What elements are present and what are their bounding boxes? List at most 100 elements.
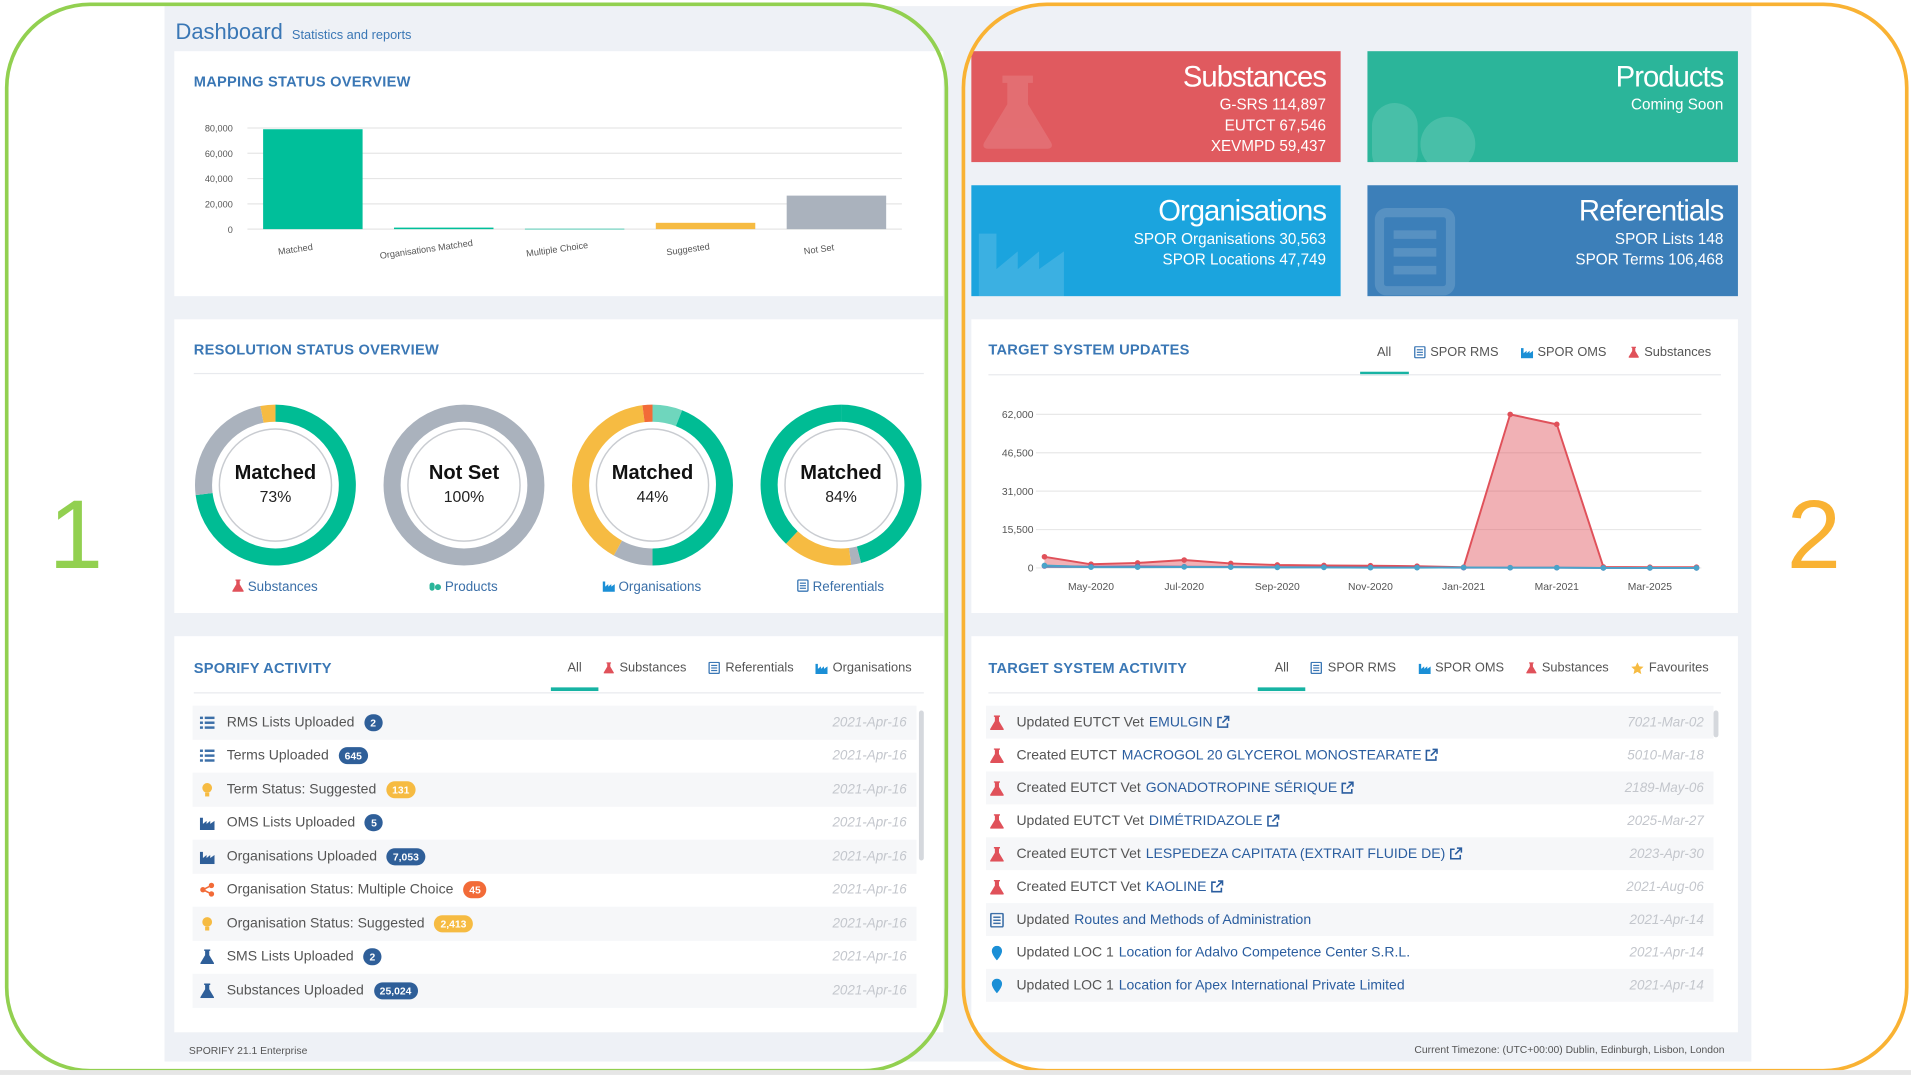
point [1647, 565, 1653, 571]
tab[interactable]: Organisations [816, 661, 912, 678]
row-label: Organisations Uploaded [226, 849, 378, 864]
row-label: SMS Lists Uploaded [226, 949, 354, 965]
point [1274, 564, 1281, 571]
tab[interactable]: SPOR OMS [1520, 345, 1606, 362]
activity-row[interactable]: RMS Lists Uploaded 2 2021-Apr-16 [192, 705, 917, 740]
tile-title: Products [1615, 60, 1725, 94]
x-tick-label: Not Set [803, 242, 835, 256]
tab[interactable]: All [550, 661, 598, 692]
organisations-tile[interactable]: Organisations SPOR Organisations 30,563 … [971, 185, 1341, 297]
donut-segment [652, 404, 683, 427]
row-link[interactable]: KAOLINE [1145, 879, 1207, 894]
tab-label: All [1376, 344, 1392, 360]
panel-title: TARGET SYSTEM ACTIVITY [988, 659, 1188, 677]
activity-row[interactable]: Created EUTCT Vet LESPEDEZA CAPITATA (EXT… [985, 837, 1714, 871]
scrollbar[interactable] [918, 710, 924, 861]
substances-tile[interactable]: Substances G-SRS 114,897 EUTCT 67,546 XE… [971, 51, 1341, 163]
activity-row[interactable]: Updated Routes and Methods of Administrat… [985, 903, 1714, 936]
row-link[interactable]: LESPEDEZA CAPITATA (EXTRAIT FLUIDE DE) [1145, 846, 1446, 862]
point [1553, 421, 1560, 428]
mapping-panel: MAPPING STATUS OVERVIEW [174, 51, 944, 297]
donut-value-label: 44% [637, 489, 669, 506]
activity-row[interactable]: Created EUTCT Vet KAOLINE 2021-Aug-06 [986, 870, 1714, 903]
donut-segment [652, 410, 733, 566]
activity-row[interactable]: SMS Lists Uploaded 2 2021-Apr-16 [193, 940, 917, 974]
tab[interactable]: Substances [1526, 661, 1609, 678]
activity-row[interactable]: Term Status: Suggested 131 2021-Apr-16 [192, 772, 917, 807]
activity-row[interactable]: Organisation Status: Multiple Choice 45 20… [193, 873, 917, 907]
activity-row[interactable]: Updated LOC 1 Location for Apex Internati… [985, 968, 1714, 1002]
row-link[interactable]: Location for Adalvo Competence Center S.… [1118, 945, 1411, 960]
referentials-tile[interactable]: Referentials SPOR Lists 148 SPOR Terms 1… [1367, 185, 1738, 297]
donut-segment [642, 404, 653, 423]
tab[interactable]: Substances [604, 661, 686, 678]
donut-caption: Products [429, 579, 498, 594]
row-link[interactable]: Routes and Methods of Administration [1074, 912, 1312, 927]
tile-title: Substances [1182, 60, 1327, 94]
tab-label: Favourites [1648, 660, 1709, 676]
activity-row[interactable]: OMS Lists Uploaded 5 2021-Apr-16 [193, 806, 917, 840]
row-link[interactable]: Location for Apex International Private … [1118, 978, 1405, 993]
row-date: 2023-Apr-30 [1629, 846, 1704, 862]
point [1088, 564, 1094, 570]
badge: 2 [363, 948, 382, 966]
tab[interactable]: Referentials [708, 661, 794, 678]
donut-segment [572, 405, 645, 556]
donut-center-label: Not Set [429, 462, 500, 484]
row-link[interactable]: GONADOTROPINE SÉRIQUE [1145, 780, 1338, 796]
divider [193, 372, 924, 375]
tab[interactable]: SPOR RMS [1413, 345, 1498, 362]
donut-value-label: 84% [825, 489, 857, 506]
badge: 45 [463, 881, 487, 899]
row-label: Terms Uploaded [226, 748, 329, 764]
tile-line: SPOR Locations 47,749 [1162, 251, 1326, 269]
x-tick-label: Mar-2025 [1628, 582, 1673, 593]
sporify-activity-panel: SPORIFY ACTIVITY All Substances Referent… [174, 636, 944, 1033]
badge: 2,413 [434, 914, 473, 933]
donut-caption-label: Referentials [813, 579, 885, 594]
activity-row[interactable]: Created EUTCT Vet GONADOTROPINE SÉRIQUE 21… [985, 771, 1714, 805]
row-label: Term Status: Suggested [226, 782, 377, 797]
row-date: 2021-Apr-14 [1629, 912, 1704, 927]
row-link[interactable]: DIMÉTRIDAZOLE [1148, 813, 1263, 829]
y-tick-label: 20,000 [205, 199, 233, 209]
activity-list: Updated EUTCT Vet EMULGIN 7021-Mar-02 Crea… [985, 705, 1714, 1018]
activity-row[interactable]: Updated EUTCT Vet EMULGIN 7021-Mar-02 [985, 705, 1714, 739]
activity-row[interactable]: Organisation Status: Suggested 2,413 2021-… [192, 906, 917, 941]
tab[interactable]: Substances [1628, 345, 1711, 362]
section-outline [4, 2, 949, 1073]
row-link[interactable]: MACROGOL 20 GLYCEROL MONOSTEARATE [1121, 747, 1422, 763]
point [1227, 564, 1234, 570]
tab[interactable]: Favourites [1631, 661, 1709, 678]
tab-label: Substances [1644, 344, 1712, 360]
tile-line: EUTCT 67,546 [1224, 117, 1326, 135]
y-tick-label: 0 [228, 225, 233, 235]
tab[interactable]: SPOR RMS [1311, 661, 1396, 678]
donut-center-label: Matched [800, 462, 882, 484]
tab[interactable]: All [1257, 661, 1306, 692]
row-date: 2021-Apr-16 [832, 949, 907, 965]
section-label: 1 [48, 480, 103, 589]
activity-row[interactable]: Created EUTCT MACROGOL 20 GLYCEROL MONOST… [986, 739, 1714, 772]
scrollbar[interactable] [1713, 710, 1719, 738]
activity-row[interactable]: Updated EUTCT Vet DIMÉTRIDAZOLE 2025-Mar-2… [986, 804, 1714, 837]
activity-row[interactable]: Organisations Uploaded 7,053 2021-Apr-16 [192, 839, 917, 874]
x-tick-label: Jan-2021 [1442, 582, 1485, 593]
tab[interactable]: All [1360, 344, 1408, 376]
row-link[interactable]: EMULGIN [1148, 714, 1213, 730]
y-tick-label: 15,500 [1002, 525, 1034, 536]
activity-row[interactable]: Updated LOC 1 Location for Adalvo Compete… [986, 936, 1714, 969]
tile-title: Referentials [1578, 195, 1724, 228]
section-outline [961, 2, 1909, 1073]
point [1181, 557, 1187, 563]
products-tile[interactable]: Products Coming Soon [1367, 51, 1738, 163]
tab[interactable]: SPOR OMS [1418, 661, 1504, 678]
badge: 7,053 [386, 847, 425, 866]
activity-row[interactable]: Terms Uploaded 645 2021-Apr-16 [193, 739, 917, 773]
tile-line: Coming Soon [1630, 96, 1724, 114]
activity-row[interactable]: Substances Uploaded 25,024 2021-Apr-16 [192, 973, 917, 1008]
tab-label: SPOR RMS [1430, 344, 1499, 360]
y-tick-label: 60,000 [205, 149, 233, 159]
